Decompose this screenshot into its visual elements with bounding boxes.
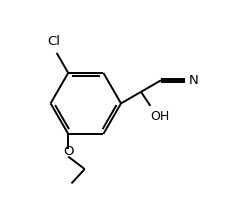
Text: Cl: Cl [47,35,60,48]
Text: O: O [63,145,74,158]
Text: OH: OH [150,110,170,123]
Text: N: N [189,74,198,87]
